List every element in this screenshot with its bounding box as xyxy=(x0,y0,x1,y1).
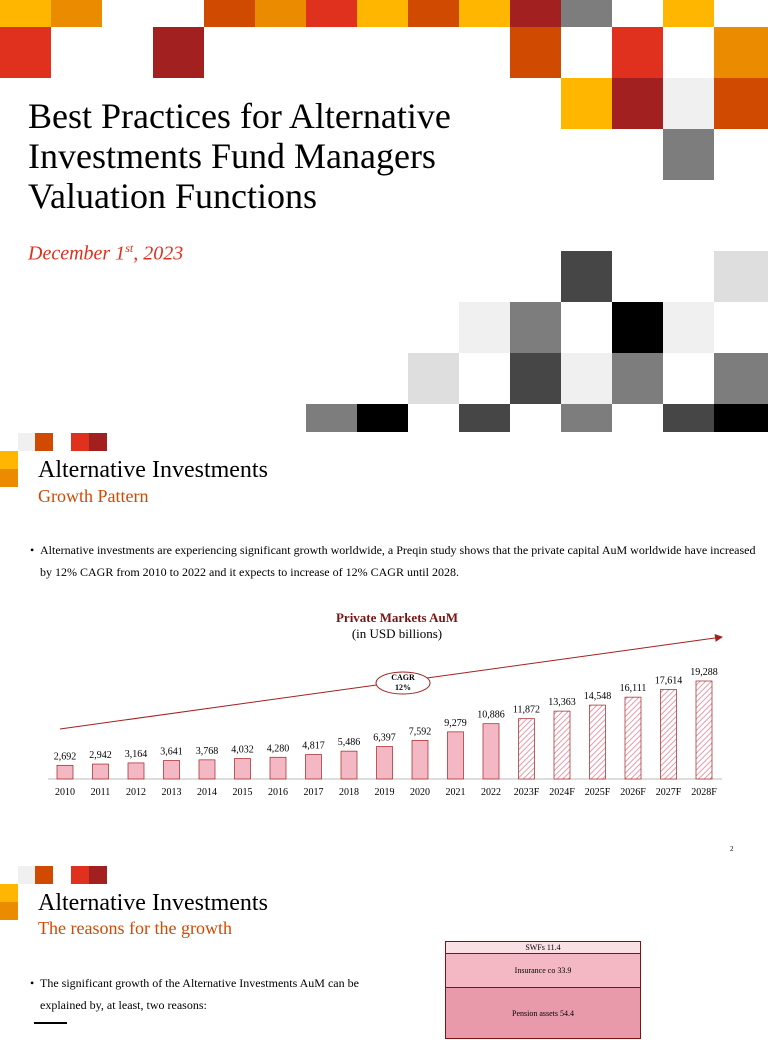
x-tick-label: 2028F xyxy=(691,787,717,798)
value-label: 3,641 xyxy=(160,747,183,758)
x-tick-label: 2011 xyxy=(91,787,111,798)
x-tick-label: 2015 xyxy=(233,787,253,798)
value-label: 9,279 xyxy=(444,718,467,729)
date-rest: , 2023 xyxy=(133,242,184,265)
value-label: 4,817 xyxy=(302,741,325,752)
x-tick-label: 2014 xyxy=(197,787,217,798)
value-label: 7,592 xyxy=(409,726,432,737)
value-label: 14,548 xyxy=(584,691,612,702)
annotation: CAGR xyxy=(391,673,415,682)
chart-subtitle: (in USD billions) xyxy=(352,626,442,641)
bar xyxy=(411,740,429,780)
bars: 2,692 2010 2,942 2011 3,164 2012 3,641 2013 3,76… xyxy=(54,667,718,798)
title-line: Best Practices for Alternative xyxy=(28,96,451,136)
bar xyxy=(127,762,145,780)
x-tick-label: 2013 xyxy=(162,787,182,798)
value-label: 10,886 xyxy=(477,710,505,721)
bar xyxy=(340,750,358,780)
value-label: 11,872 xyxy=(513,705,540,716)
x-tick-label: 2016 xyxy=(268,787,288,798)
bar xyxy=(553,710,571,780)
bullet-dot: • xyxy=(30,976,35,990)
x-tick-label: 2026F xyxy=(620,787,646,798)
value-label: 5,486 xyxy=(338,737,361,748)
slide-title: Alternative Investments xyxy=(38,457,268,483)
slide-subtitle: Growth Pattern xyxy=(38,486,149,506)
stack-segment: Insurance co 33.9 xyxy=(445,953,641,988)
x-tick-label: 2012 xyxy=(126,787,146,798)
value-label: 16,111 xyxy=(620,683,647,694)
x-tick-label: 2020 xyxy=(410,787,430,798)
x-tick-label: 2023F xyxy=(514,787,540,798)
value-label: 17,614 xyxy=(655,676,683,687)
title-line: Investments Fund Managers xyxy=(28,136,436,176)
x-tick-label: 2017 xyxy=(304,787,324,798)
bullet-text: Alternative investments are experiencing… xyxy=(40,543,756,579)
value-label: 2,692 xyxy=(54,751,77,762)
bar xyxy=(518,718,535,780)
chart-title: Private Markets AuM xyxy=(336,610,458,625)
date-sup: st xyxy=(125,241,134,255)
bar xyxy=(234,758,251,780)
x-tick-label: 2022 xyxy=(481,787,501,798)
bar xyxy=(376,746,393,780)
value-label: 4,032 xyxy=(231,745,254,756)
x-tick-label: 2025F xyxy=(585,787,611,798)
value-label: 4,280 xyxy=(267,743,290,754)
title-line: Valuation Functions xyxy=(28,176,317,216)
x-tick-label: 2021 xyxy=(446,787,466,798)
value-label: 3,768 xyxy=(196,746,219,757)
value-label: 19,288 xyxy=(690,667,718,678)
bar xyxy=(198,759,216,780)
title: Best Practices for Alternative Investmen… xyxy=(28,96,451,216)
value-label: 2,942 xyxy=(89,750,112,761)
annotation: 12% xyxy=(395,683,411,692)
bullet-text: The significant growth of the Alternativ… xyxy=(40,976,359,1012)
date: December 1st, 2023 xyxy=(28,241,183,266)
bar xyxy=(447,731,464,780)
bar xyxy=(624,696,642,780)
bar xyxy=(589,704,606,780)
slide-subtitle: The reasons for the growth xyxy=(38,918,232,938)
bar xyxy=(305,754,322,780)
value-label: 6,397 xyxy=(373,732,396,743)
bar xyxy=(56,764,74,780)
bar xyxy=(269,756,287,780)
bar xyxy=(695,680,713,780)
stack-segment: Pension assets 54.4 xyxy=(445,987,641,1039)
bar xyxy=(92,763,109,780)
value-label: 3,164 xyxy=(125,749,148,760)
slide-title: Alternative Investments xyxy=(38,890,268,916)
x-tick-label: 2010 xyxy=(55,787,75,798)
chart: Private Markets AuM (in USD billions) CA… xyxy=(48,610,723,798)
bar xyxy=(660,689,677,780)
x-tick-label: 2018 xyxy=(339,787,359,798)
x-tick-label: 2027F xyxy=(656,787,682,798)
bar xyxy=(482,723,500,780)
x-tick-label: 2019 xyxy=(375,787,395,798)
bar xyxy=(163,760,180,780)
bullet-dot: • xyxy=(30,543,35,557)
date-text: December 1 xyxy=(28,242,126,265)
x-tick-label: 2024F xyxy=(549,787,575,798)
page-number: 2 xyxy=(730,845,734,853)
annotation-ellipse xyxy=(375,671,431,695)
value-label: 13,363 xyxy=(548,697,576,708)
